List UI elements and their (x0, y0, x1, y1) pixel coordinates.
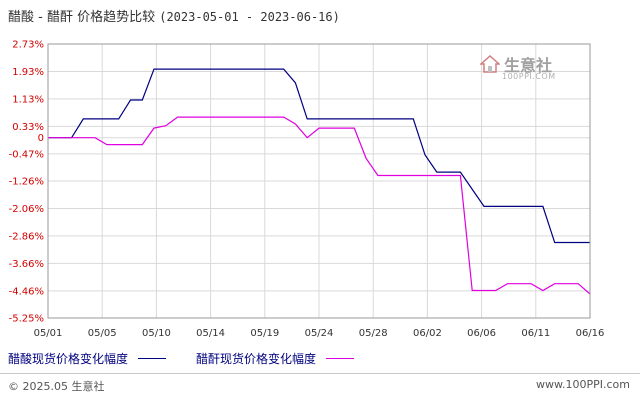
chart-legend: 醋酸现货价格变化幅度 醋酐现货价格变化幅度 (8, 350, 355, 367)
x-tick-label: 06/16 (576, 328, 605, 339)
x-tick-label: 05/24 (305, 328, 334, 339)
x-tick-label: 05/01 (34, 328, 63, 339)
y-tick-label: 1.93% (12, 67, 44, 78)
watermark-url: 100PPI.COM (502, 72, 556, 81)
y-tick-label: 0.33% (12, 122, 44, 133)
y-tick-label: -5.25% (9, 314, 44, 325)
chart-title: 醋酸 - 醋酐 价格趋势比较 (2023-05-01 - 2023-06-16) (8, 6, 340, 25)
y-tick-label: -1.26% (9, 177, 44, 188)
x-tick-label: 05/10 (142, 328, 171, 339)
y-tick-label: -2.06% (9, 204, 44, 215)
y-tick-label: 1.13% (12, 94, 44, 105)
legend-swatch-acetic-anhydride (326, 358, 355, 359)
y-tick-label: -4.46% (9, 286, 44, 297)
x-tick-label: 06/11 (521, 328, 550, 339)
footer-copyright: © 2025.05 生意社 (8, 380, 105, 393)
date-range: (2023-05-01 - 2023-06-16) (159, 10, 340, 24)
y-tick-label: -3.66% (9, 259, 44, 270)
y-tick-label: -0.47% (9, 149, 44, 160)
y-tick-label: 2.73% (12, 40, 44, 51)
x-tick-label: 05/14 (196, 328, 225, 339)
legend-swatch-acetic-acid (138, 358, 167, 359)
x-tick-label: 06/02 (413, 328, 442, 339)
legend-label-acetic-anhydride: 醋酐现货价格变化幅度 (196, 352, 317, 366)
plot-border (47, 43, 591, 319)
title-text: 醋酸 - 醋酐 价格趋势比较 (8, 10, 156, 25)
y-tick-label: 0 (38, 133, 44, 144)
watermark-logo: 生意社 100PPI.COM (480, 52, 555, 81)
y-axis-ticks: 2.73% 1.93% 1.13% 0.33%0 -0.47% -1.26% -2.06% -… (9, 40, 44, 325)
series-lines (48, 68, 591, 295)
x-tick-label: 05/19 (250, 328, 279, 339)
house-icon (480, 55, 500, 73)
footer-site-link[interactable]: www.100PPI.com (536, 378, 630, 391)
watermark-brand: 生意社 (504, 56, 553, 75)
x-tick-label: 05/05 (88, 328, 117, 339)
x-tick-label: 05/28 (359, 328, 388, 339)
y-tick-label: -2.86% (9, 231, 44, 242)
legend-label-acetic-acid: 醋酸现货价格变化幅度 (8, 352, 129, 366)
x-tick-label: 06/06 (467, 328, 496, 339)
footer-divider (0, 373, 640, 374)
series-line-0 (48, 68, 590, 244)
series-line-1 (48, 116, 591, 295)
x-axis-ticks: 05/01 05/05 05/10 05/14 05/19 05/24 05/28 06/02… (34, 328, 605, 339)
